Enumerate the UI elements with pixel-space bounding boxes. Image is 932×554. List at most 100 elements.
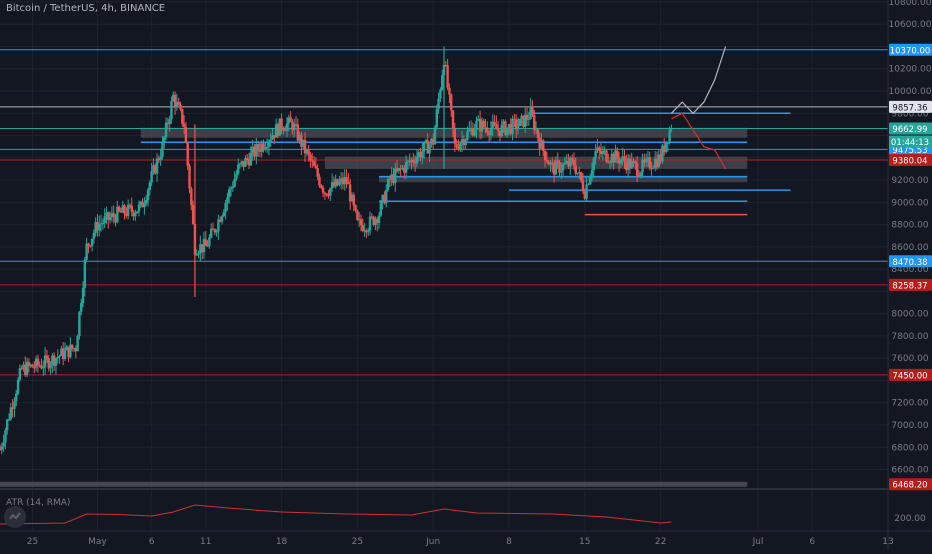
candle-body bbox=[154, 165, 157, 174]
candle-body bbox=[249, 152, 253, 166]
forecast-down-path bbox=[671, 112, 727, 170]
candle-body bbox=[40, 365, 43, 369]
candle-body bbox=[15, 393, 18, 402]
candle-body bbox=[195, 254, 198, 256]
candle-body bbox=[403, 167, 406, 173]
candle-body bbox=[311, 160, 314, 162]
candle-body bbox=[634, 161, 637, 164]
candle-body bbox=[312, 161, 316, 167]
candle-body bbox=[231, 186, 235, 189]
y-tick-label: 6600.00 bbox=[891, 466, 928, 476]
candle-body bbox=[592, 158, 596, 171]
candle-body bbox=[141, 201, 144, 208]
candle-body bbox=[78, 311, 81, 337]
candle-body bbox=[635, 163, 639, 176]
y-tick-label: 8400.00 bbox=[891, 265, 928, 275]
candle-body bbox=[547, 161, 550, 165]
candle-body bbox=[256, 144, 260, 150]
y-tick-label: 8000.00 bbox=[891, 310, 928, 320]
candle-body bbox=[415, 157, 419, 164]
candle-body bbox=[464, 139, 467, 146]
candle-body bbox=[605, 150, 608, 162]
candle-body bbox=[338, 181, 341, 185]
candle-body bbox=[365, 230, 368, 233]
candle-body bbox=[339, 178, 343, 182]
candle-body bbox=[7, 419, 11, 421]
level-label: 8258.37 bbox=[892, 281, 927, 291]
candle-body bbox=[298, 134, 301, 141]
candle-body bbox=[572, 159, 576, 166]
candle-body bbox=[69, 344, 72, 358]
candle-body bbox=[209, 228, 213, 238]
candle-body bbox=[473, 130, 476, 136]
candle-body bbox=[81, 287, 85, 304]
x-tick-label: Jun bbox=[425, 537, 440, 547]
price-axis-background bbox=[888, 0, 932, 550]
candle-body bbox=[323, 192, 327, 194]
candle-body bbox=[511, 118, 514, 134]
candle-body bbox=[359, 219, 363, 226]
candle-body bbox=[610, 153, 614, 163]
y-tick-label: 8800.00 bbox=[891, 221, 928, 231]
candle-body bbox=[381, 194, 384, 203]
candle-body bbox=[545, 160, 549, 162]
candle-body bbox=[238, 163, 242, 165]
candle-body bbox=[202, 239, 206, 253]
candle-body bbox=[197, 253, 200, 255]
candle-body bbox=[116, 206, 119, 223]
candle-body bbox=[603, 150, 606, 152]
candle-body bbox=[455, 143, 458, 148]
y-tick-label: 10800.00 bbox=[889, 0, 932, 8]
candle-body bbox=[477, 118, 480, 121]
candle-body bbox=[525, 114, 529, 120]
candle-body bbox=[181, 109, 184, 124]
x-tick-label: 11 bbox=[200, 537, 211, 547]
candle-body bbox=[356, 210, 359, 220]
candle-body bbox=[336, 179, 339, 185]
candle-body bbox=[121, 205, 124, 213]
candle-body bbox=[51, 355, 54, 365]
candle-body bbox=[446, 65, 449, 88]
candle-body bbox=[561, 164, 565, 171]
candle-body bbox=[224, 202, 227, 213]
candle-body bbox=[641, 159, 644, 173]
candle-body bbox=[646, 157, 650, 159]
candle-body bbox=[650, 168, 653, 170]
candle-body bbox=[229, 188, 233, 190]
candle-body bbox=[253, 146, 256, 157]
candle-body bbox=[242, 161, 245, 167]
candle-body bbox=[440, 75, 444, 90]
candle-body bbox=[332, 182, 336, 187]
candle-body bbox=[327, 195, 330, 197]
candle-body bbox=[139, 201, 142, 205]
candle-body bbox=[47, 358, 50, 369]
candle-body bbox=[182, 123, 186, 127]
candle-body bbox=[42, 367, 45, 369]
candle-body bbox=[172, 94, 175, 102]
candle-body bbox=[144, 199, 148, 204]
level-label: 7450.00 bbox=[892, 371, 927, 381]
candle-body bbox=[38, 365, 41, 367]
candle-body bbox=[94, 221, 97, 233]
level-label-box bbox=[889, 255, 932, 268]
candle-body bbox=[549, 162, 552, 165]
candle-body bbox=[585, 184, 588, 199]
candle-body bbox=[459, 143, 462, 150]
candle-body bbox=[233, 178, 236, 187]
tradingview-logo-icon[interactable] bbox=[4, 506, 26, 528]
candle-body bbox=[431, 138, 435, 145]
candle-body bbox=[527, 118, 531, 120]
candle-body bbox=[507, 124, 511, 128]
candle-body bbox=[366, 230, 370, 233]
candle-body bbox=[99, 223, 103, 225]
candle-body bbox=[49, 364, 52, 369]
candle-body bbox=[520, 115, 523, 119]
candle-body bbox=[208, 237, 211, 247]
x-tick-label: 15 bbox=[579, 537, 590, 547]
candle-body bbox=[320, 185, 323, 188]
candle-body bbox=[70, 344, 74, 350]
candle-body bbox=[543, 150, 547, 161]
candle-body bbox=[271, 135, 274, 140]
candle-body bbox=[583, 191, 586, 199]
